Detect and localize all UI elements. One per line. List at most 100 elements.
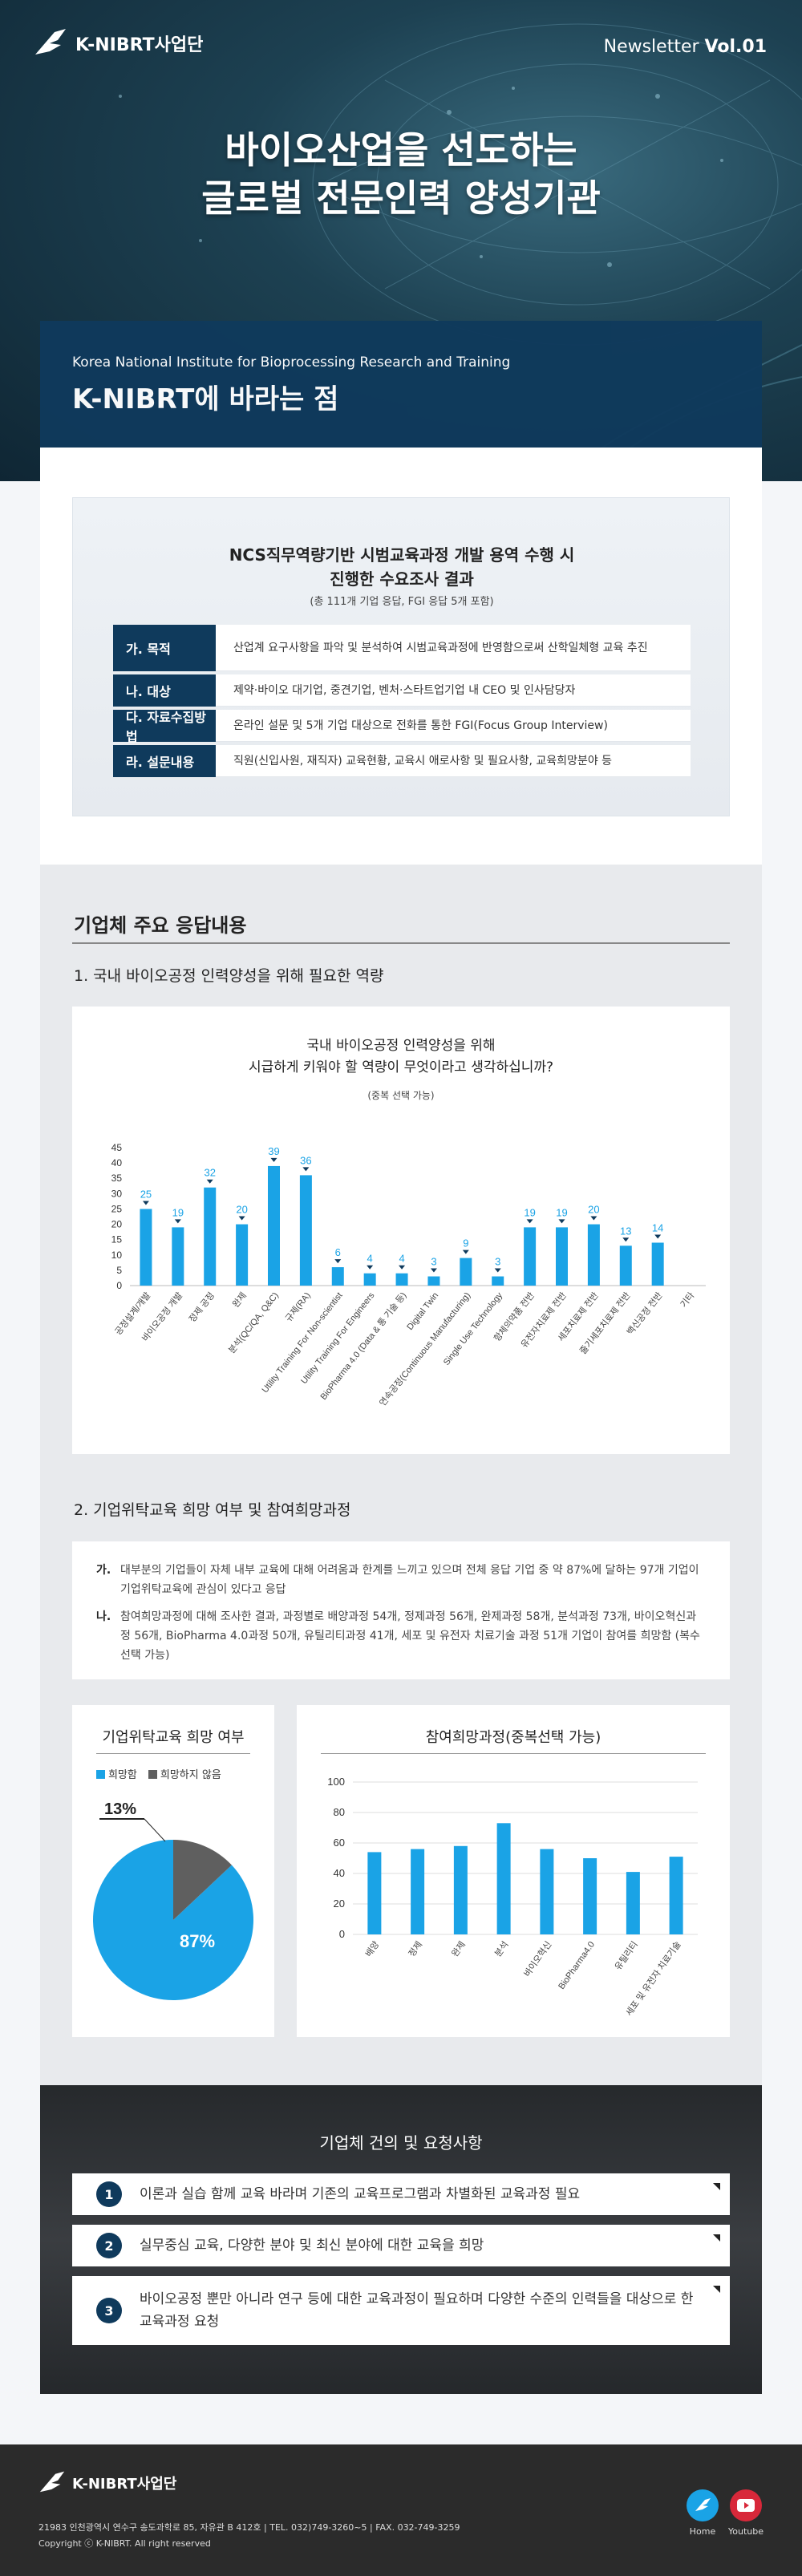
site-logo[interactable]: K-NIBRT사업단 bbox=[34, 27, 203, 59]
survey-row-value: 제약·바이오 대기업, 중견기업, 벤처·스타트업기업 내 CEO 및 인사담당… bbox=[216, 674, 691, 707]
footer-logo-text: K-NIBRT사업단 bbox=[72, 2476, 177, 2493]
bird-logo-icon bbox=[39, 2471, 65, 2493]
y-tick-label: 40 bbox=[111, 1157, 123, 1169]
survey-row-method: 다. 자료수집방법 온라인 설문 및 5개 기업 대상으로 전화를 통한 FGI… bbox=[113, 710, 691, 744]
survey-row-label: 가. 목적 bbox=[113, 625, 216, 671]
survey-row-label: 라. 설문내용 bbox=[113, 745, 216, 777]
request-text: 실무중심 교육, 다양한 분야 및 최신 분야에 대한 교육을 희망 bbox=[140, 2238, 484, 2254]
pie-slice bbox=[93, 1840, 254, 2000]
requests-section: 기업체 건의 및 요청사항 1 이론과 실습 함께 교육 바라며 기존의 교육프… bbox=[40, 2085, 762, 2394]
y-tick-label: 20 bbox=[111, 1219, 123, 1230]
value-marker-icon bbox=[399, 1265, 406, 1270]
footer-logo[interactable]: K-NIBRT사업단 bbox=[38, 2470, 176, 2496]
x-tick-label: Digital Twin bbox=[405, 1290, 440, 1332]
data-label: 6 bbox=[335, 1246, 341, 1258]
request-text: 바이오공정 뿐만 아니라 연구 등에 대한 교육과정이 필요하며 다양한 수준의… bbox=[140, 2291, 694, 2330]
value-marker-icon bbox=[302, 1167, 310, 1172]
y-tick-label: 60 bbox=[334, 1837, 345, 1849]
chart1-note: (중복 선택 가능) bbox=[367, 1090, 435, 1101]
value-marker-icon bbox=[367, 1265, 374, 1270]
request-number: 1 bbox=[96, 2181, 122, 2207]
y-tick-label: 35 bbox=[111, 1173, 123, 1184]
participation-pie-chart: 87% 13% bbox=[93, 1800, 254, 2000]
data-label: 19 bbox=[556, 1206, 567, 1218]
data-label: 36 bbox=[300, 1154, 311, 1166]
value-marker-icon bbox=[590, 1216, 597, 1221]
y-tick-label: 20 bbox=[334, 1898, 345, 1910]
data-label: 39 bbox=[268, 1145, 279, 1157]
y-tick-label: 10 bbox=[111, 1250, 123, 1261]
legend-label: 희망함 bbox=[108, 1769, 137, 1781]
chart1-title-line1: 국내 바이오공정 인력양성을 위해 bbox=[306, 1038, 496, 1054]
q2-text-item: 가. 대부분의 기업들이 자체 내부 교육에 대해 어려움과 한계를 느끼고 있… bbox=[96, 1561, 706, 1599]
q2-marker: 가. bbox=[96, 1564, 111, 1577]
x-tick-label: 완제 bbox=[230, 1290, 249, 1310]
data-label: 3 bbox=[495, 1256, 500, 1268]
hero-title-line1: 바이오산업을 선도하는 bbox=[225, 128, 577, 172]
y-tick-label: 25 bbox=[111, 1203, 123, 1214]
bar bbox=[626, 1872, 640, 1934]
value-marker-icon bbox=[238, 1216, 245, 1221]
bar bbox=[427, 1276, 440, 1286]
legend-item-no: 희망하지 않음 bbox=[148, 1766, 221, 1781]
data-label: 32 bbox=[204, 1167, 215, 1179]
q2-text: 참여희망과정에 대해 조사한 결과, 과정별로 배양과정 54개, 정제과정 5… bbox=[120, 1610, 700, 1662]
value-marker-icon bbox=[526, 1219, 533, 1224]
bar bbox=[619, 1245, 632, 1286]
data-label: 3 bbox=[431, 1256, 436, 1268]
x-tick-label: 바이오혁신 bbox=[522, 1939, 554, 1979]
y-tick-label: 45 bbox=[111, 1142, 123, 1153]
home-link-button[interactable] bbox=[687, 2489, 719, 2521]
bar bbox=[204, 1187, 217, 1286]
newsletter-label: Newsletter bbox=[603, 37, 699, 57]
pie-slice bbox=[173, 1840, 232, 1920]
bar bbox=[268, 1165, 280, 1286]
bar bbox=[524, 1227, 537, 1286]
section-heading: 기업체 주요 응답내용 bbox=[74, 914, 247, 937]
bar bbox=[556, 1227, 568, 1286]
value-marker-icon bbox=[174, 1219, 181, 1224]
bar bbox=[583, 1858, 597, 1934]
x-tick-label: 배양 bbox=[363, 1939, 381, 1958]
home-bird-icon bbox=[695, 2498, 711, 2511]
survey-title: NCS직무역량기반 시범교육과정 개발 용역 수행 시 진행한 수요조사 결과 bbox=[73, 543, 731, 591]
legend-swatch bbox=[148, 1770, 157, 1779]
legend-item-yes: 희망함 bbox=[96, 1766, 137, 1781]
q2-marker: 나. bbox=[96, 1610, 111, 1623]
value-marker-icon bbox=[622, 1237, 630, 1242]
course-chart-title: 참여희망과정(중복선택 가능) bbox=[425, 1729, 602, 1746]
request-text: 이론과 실습 함께 교육 바라며 기존의 교육프로그램과 차별화된 교육과정 필… bbox=[140, 2186, 581, 2202]
bird-logo-icon bbox=[35, 29, 66, 55]
survey-row-value: 온라인 설문 및 5개 기업 대상으로 전화를 통한 FGI(Focus Gro… bbox=[216, 710, 691, 742]
survey-title-line2: 진행한 수요조사 결과 bbox=[330, 569, 474, 589]
request-number: 3 bbox=[96, 2298, 122, 2323]
data-label: 13 bbox=[620, 1225, 631, 1237]
x-tick-label: BioPharma4.0 bbox=[557, 1940, 597, 1991]
survey-row-content: 라. 설문내용 직원(신입사원, 재직자) 교육현황, 교육시 애로사항 및 필… bbox=[113, 745, 691, 777]
x-tick-label: 정제 bbox=[407, 1939, 424, 1958]
bar bbox=[299, 1175, 312, 1286]
chart1-title: 국내 바이오공정 인력양성을 위해 시급하게 키워야 할 역량이 무엇이라고 생… bbox=[72, 1035, 730, 1079]
request-item: 3 바이오공정 뿐만 아니라 연구 등에 대한 교육과정이 필요하며 다양한 수… bbox=[72, 2276, 730, 2345]
footer: K-NIBRT사업단 21983 인천광역시 연수구 송도과학로 85, 자유관… bbox=[0, 2444, 802, 2576]
q2-text: 대부분의 기업들이 자체 내부 교육에 대해 어려움과 한계를 느끼고 있으며 … bbox=[120, 1564, 699, 1596]
survey-row-target: 나. 대상 제약·바이오 대기업, 중견기업, 벤처·스타트업기업 내 CEO … bbox=[113, 674, 691, 707]
data-label: 4 bbox=[399, 1253, 404, 1265]
bar bbox=[331, 1267, 344, 1286]
value-marker-icon bbox=[270, 1157, 277, 1162]
youtube-link-button[interactable] bbox=[730, 2489, 762, 2521]
data-label: 19 bbox=[524, 1206, 535, 1218]
data-label: 25 bbox=[140, 1188, 152, 1200]
bar bbox=[367, 1852, 382, 1934]
home-label: Home bbox=[689, 2526, 716, 2537]
survey-title-line1: NCS직무역량기반 시범교육과정 개발 용역 수행 시 bbox=[229, 545, 575, 565]
value-marker-icon bbox=[142, 1201, 149, 1205]
bar bbox=[453, 1845, 468, 1934]
corner-triangle-icon bbox=[713, 2234, 720, 2242]
y-tick-label: 30 bbox=[111, 1188, 123, 1199]
bar bbox=[395, 1273, 408, 1286]
course-chart-panel: 참여희망과정(중복선택 가능) 0 20 40 60 80 100 배양 정제 완제 분석 바이오혁… bbox=[297, 1705, 730, 2037]
footer-address-block: 21983 인천광역시 연수구 송도과학로 85, 자유관 B 412호 | T… bbox=[38, 2520, 460, 2552]
data-label: 4 bbox=[367, 1253, 373, 1265]
